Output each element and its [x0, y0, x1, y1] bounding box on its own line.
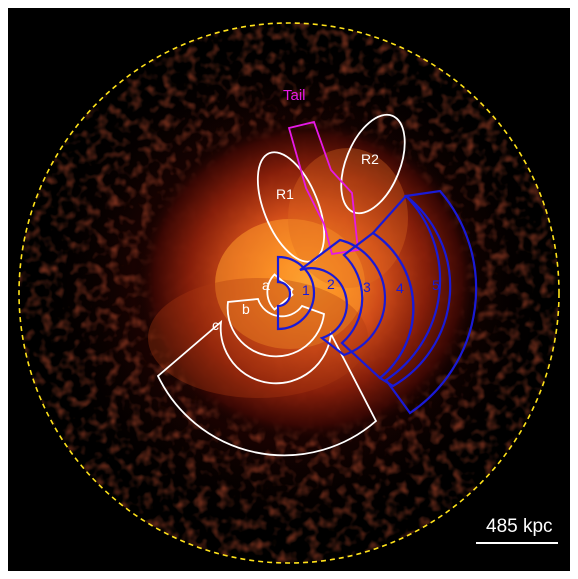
- scale-bar: 485 kpc: [476, 516, 558, 544]
- region-tail: [287, 120, 359, 256]
- label-sector-2: 2: [327, 276, 335, 292]
- region-labels: Tail R1 R2 a b c 1 2 3 4 5: [212, 87, 440, 333]
- dashed-circle: [18, 22, 560, 564]
- sector-2: [299, 238, 387, 357]
- sector-b: [226, 298, 325, 358]
- sector-5: [384, 189, 478, 415]
- scale-bar-label: 485 kpc: [486, 516, 553, 537]
- label-c: c: [212, 317, 219, 333]
- sector-4: [371, 194, 452, 388]
- label-r2: R2: [361, 151, 379, 167]
- label-r1: R1: [276, 186, 294, 202]
- label-tail: Tail: [283, 87, 306, 104]
- xray-image: Tail R1 R2 a b c 1 2 3 4 5 485 kpc: [8, 8, 570, 571]
- label-a: a: [262, 277, 270, 293]
- blue-sectors: [276, 189, 478, 415]
- xray-image-panel: Tail R1 R2 a b c 1 2 3 4 5 485 kpc: [8, 8, 570, 571]
- label-b: b: [242, 301, 250, 317]
- label-sector-4: 4: [396, 280, 404, 296]
- label-sector-5: 5: [432, 277, 440, 293]
- label-sector-1: 1: [302, 282, 310, 298]
- sector-a: [266, 273, 294, 311]
- label-sector-3: 3: [363, 279, 371, 295]
